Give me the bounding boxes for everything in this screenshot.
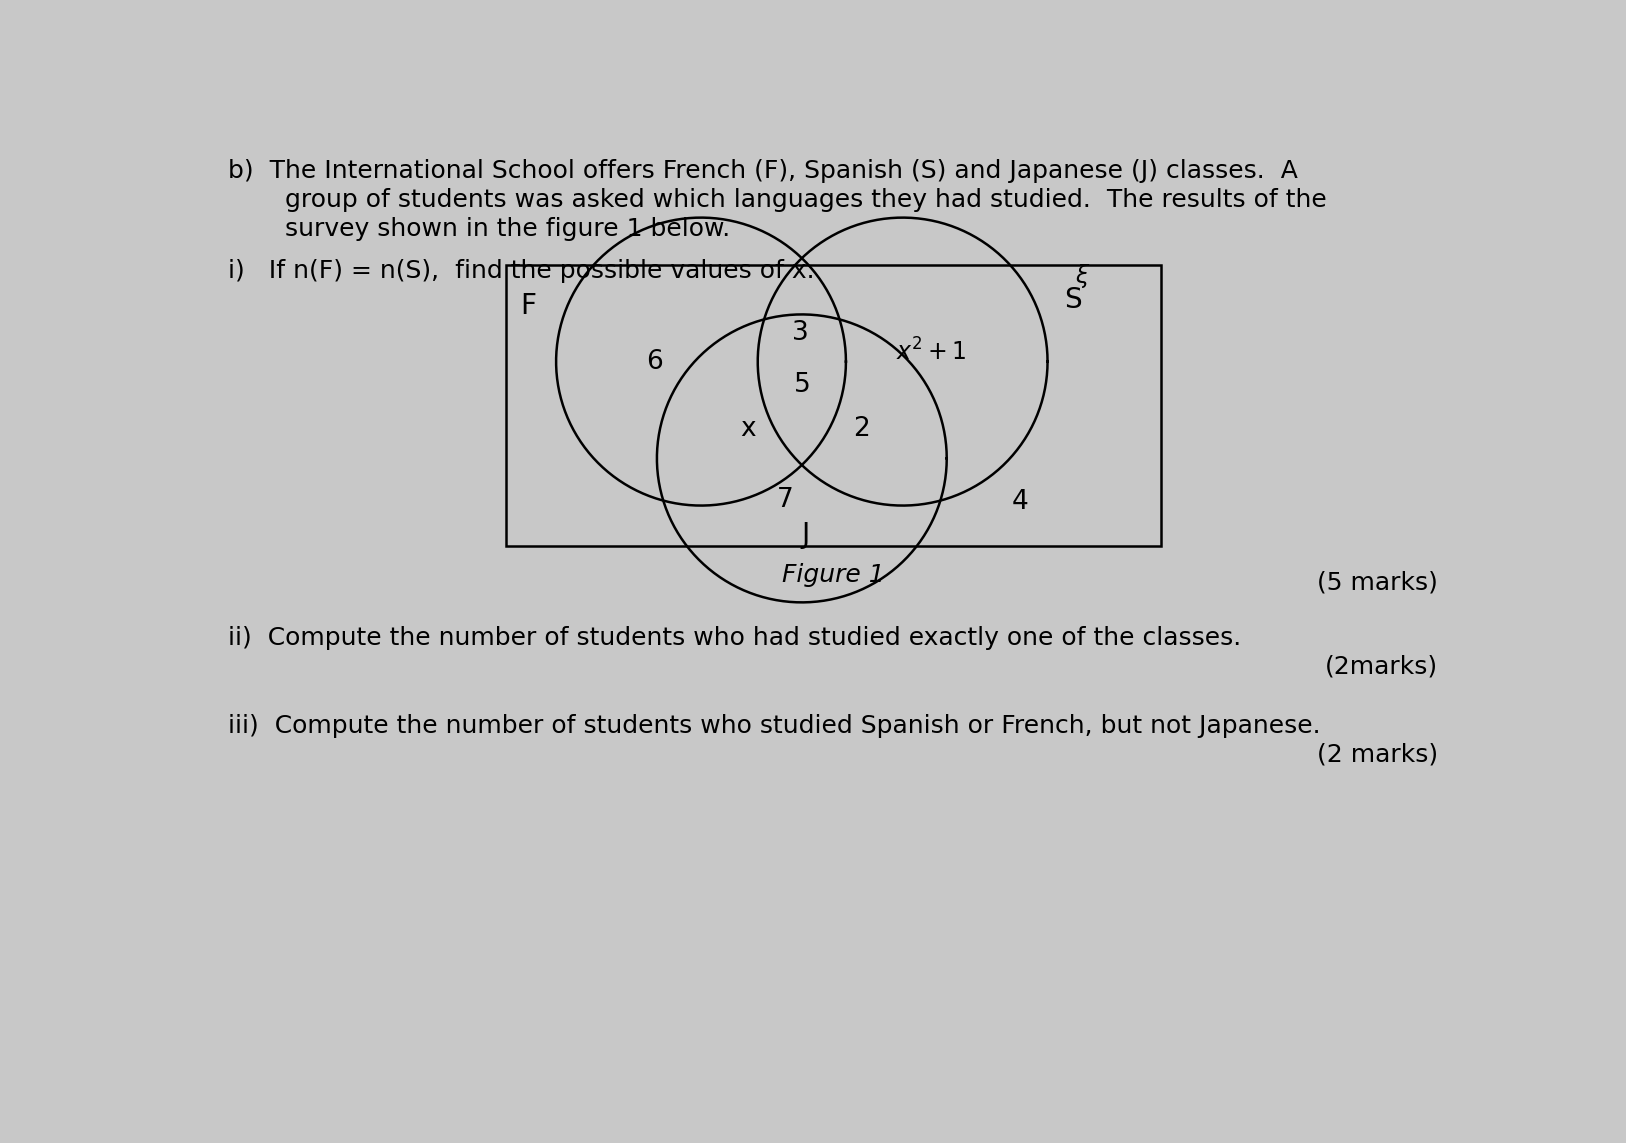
Text: x: x: [740, 416, 756, 442]
Text: b)  The International School offers French (F), Spanish (S) and Japanese (J) cla: b) The International School offers Frenc…: [228, 159, 1298, 183]
Text: iii)  Compute the number of students who studied Spanish or French, but not Japa: iii) Compute the number of students who …: [228, 713, 1320, 737]
Text: Figure 1: Figure 1: [782, 563, 885, 588]
Text: 3: 3: [792, 320, 810, 345]
Text: i)   If n(F) = n(S),  find the possible values of x.: i) If n(F) = n(S), find the possible val…: [228, 258, 815, 282]
Text: $\xi$: $\xi$: [1075, 262, 1091, 290]
Text: (5 marks): (5 marks): [1317, 570, 1439, 594]
Text: group of students was asked which languages they had studied.  The results of th: group of students was asked which langua…: [285, 189, 1327, 213]
Text: 4: 4: [1011, 488, 1028, 514]
Text: (2marks): (2marks): [1325, 655, 1439, 679]
Text: (2 marks): (2 marks): [1317, 743, 1439, 767]
Text: F: F: [520, 293, 537, 320]
Text: $x^2+1$: $x^2+1$: [896, 338, 967, 366]
Text: S: S: [1063, 286, 1081, 314]
Text: survey shown in the figure 1 below.: survey shown in the figure 1 below.: [285, 217, 730, 241]
Text: 7: 7: [777, 487, 793, 513]
Text: ii)  Compute the number of students who had studied exactly one of the classes.: ii) Compute the number of students who h…: [228, 625, 1242, 649]
Text: 5: 5: [793, 373, 810, 399]
Text: J: J: [802, 521, 810, 549]
Bar: [506, 265, 1161, 546]
Text: 2: 2: [852, 416, 870, 442]
Text: 6: 6: [646, 349, 663, 375]
